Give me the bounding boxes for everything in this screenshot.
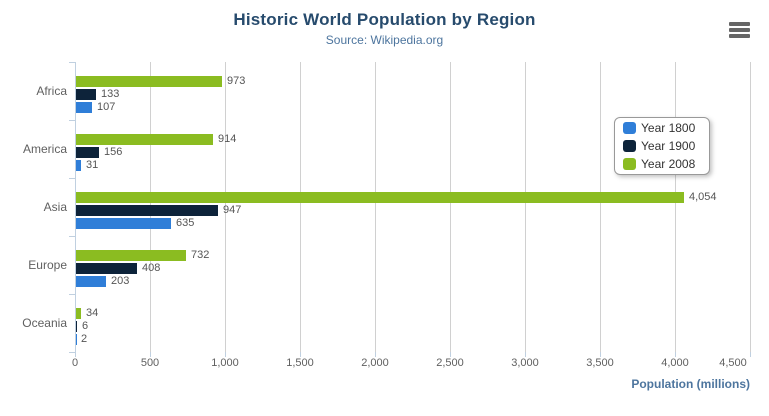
x-axis-tick [600, 352, 601, 357]
bar-america-year-1800[interactable] [76, 160, 81, 171]
hamburger-menu-icon[interactable] [729, 20, 753, 40]
bar-value-label: 732 [191, 249, 210, 261]
chart-title: Historic World Population by Region [233, 10, 536, 29]
gridline [750, 62, 751, 352]
gridline [525, 62, 526, 352]
x-axis-label: 1,000 [211, 357, 239, 369]
bar-africa-year-1800[interactable] [76, 102, 93, 113]
bar-oceania-year-1900[interactable] [76, 321, 77, 332]
x-axis-label: 0 [71, 357, 79, 369]
bar-europe-year-1900[interactable] [76, 263, 138, 274]
gridline [300, 62, 301, 352]
x-axis-tick [525, 352, 526, 357]
legend-swatch-year-1900 [623, 140, 636, 152]
x-axis-tick [225, 352, 226, 357]
category-label-africa: Africa [36, 84, 67, 98]
bar-value-label: 4,054 [689, 191, 717, 203]
x-axis-label: 500 [140, 357, 160, 369]
bar-oceania-year-2008[interactable] [76, 308, 82, 319]
bar-value-label: 947 [223, 204, 242, 216]
legend-label: Year 1800 [641, 121, 696, 135]
legend-swatch-year-2008 [623, 158, 636, 170]
category-axis-tick [69, 294, 75, 295]
category-label-europe: Europe [28, 258, 67, 272]
chart-subtitle: Source: Wikipedia.org [325, 33, 444, 47]
category-axis-tick [69, 236, 75, 237]
x-axis-tick [150, 352, 151, 357]
x-axis-tick [675, 352, 676, 357]
bar-value-label: 6 [82, 320, 89, 332]
legend-item-year-1800[interactable]: Year 1800 [623, 121, 701, 135]
hamburger-bar [729, 22, 750, 26]
gridline [225, 62, 226, 352]
legend-item-year-1900[interactable]: Year 1900 [623, 139, 701, 153]
x-axis-title: Population (millions) [631, 377, 750, 391]
plot-area: 973 133 107 914 156 31 4,054 947 635 732 408 203 34 6… [69, 62, 751, 357]
x-axis-label: 4,500 [719, 357, 747, 369]
x-axis-label: 2,000 [361, 357, 389, 369]
bar-value-label: 107 [97, 101, 116, 113]
category-label-oceania: Oceania [22, 316, 67, 330]
bar-asia-year-2008[interactable] [76, 192, 685, 203]
bar-value-label: 914 [218, 133, 237, 145]
x-axis-tick [300, 352, 301, 357]
bar-europe-year-2008[interactable] [76, 250, 186, 261]
hamburger-bar [729, 28, 750, 32]
bar-value-label: 408 [142, 262, 161, 274]
category-axis-tick [69, 352, 75, 353]
x-axis-tick [75, 352, 76, 357]
category-label-asia: Asia [43, 200, 67, 214]
bar-asia-year-1800[interactable] [76, 218, 172, 229]
bar-value-label: 203 [111, 275, 130, 287]
bar-value-label: 973 [227, 75, 246, 87]
bar-asia-year-1900[interactable] [76, 205, 219, 216]
gridline [600, 62, 601, 352]
category-axis-tick [69, 178, 75, 179]
legend: Year 1800 Year 1900 Year 2008 [614, 117, 710, 175]
x-axis-label: 1,500 [286, 357, 314, 369]
bar-america-year-2008[interactable] [76, 134, 214, 145]
bar-value-label: 34 [86, 307, 99, 319]
bar-value-label: 156 [104, 146, 123, 158]
bar-value-label: 635 [176, 217, 195, 229]
bar-america-year-1900[interactable] [76, 147, 100, 158]
x-axis-label: 4,000 [661, 357, 689, 369]
bar-europe-year-1800[interactable] [76, 276, 107, 287]
gridline [375, 62, 376, 352]
category-label-america: America [22, 142, 67, 156]
bar-africa-year-1900[interactable] [76, 89, 96, 100]
legend-item-year-2008[interactable]: Year 2008 [623, 157, 701, 171]
x-axis-tick [750, 352, 751, 357]
x-axis-label: 2,500 [436, 357, 464, 369]
hamburger-bar [729, 34, 750, 38]
gridline [450, 62, 451, 352]
x-axis-tick [375, 352, 376, 357]
bar-value-label: 31 [86, 159, 99, 171]
x-axis-label: 3,000 [511, 357, 539, 369]
x-axis-tick [450, 352, 451, 357]
bar-value-label: 2 [81, 333, 88, 345]
legend-label: Year 2008 [641, 157, 696, 171]
x-axis-label: 3,500 [586, 357, 614, 369]
category-axis-line [75, 62, 76, 356]
bar-africa-year-2008[interactable] [76, 76, 222, 87]
category-axis-tick [69, 62, 75, 63]
bar-value-label: 133 [101, 88, 120, 100]
legend-swatch-year-1800 [623, 122, 636, 134]
category-axis-tick [69, 120, 75, 121]
gridline [675, 62, 676, 352]
legend-label: Year 1900 [641, 139, 696, 153]
